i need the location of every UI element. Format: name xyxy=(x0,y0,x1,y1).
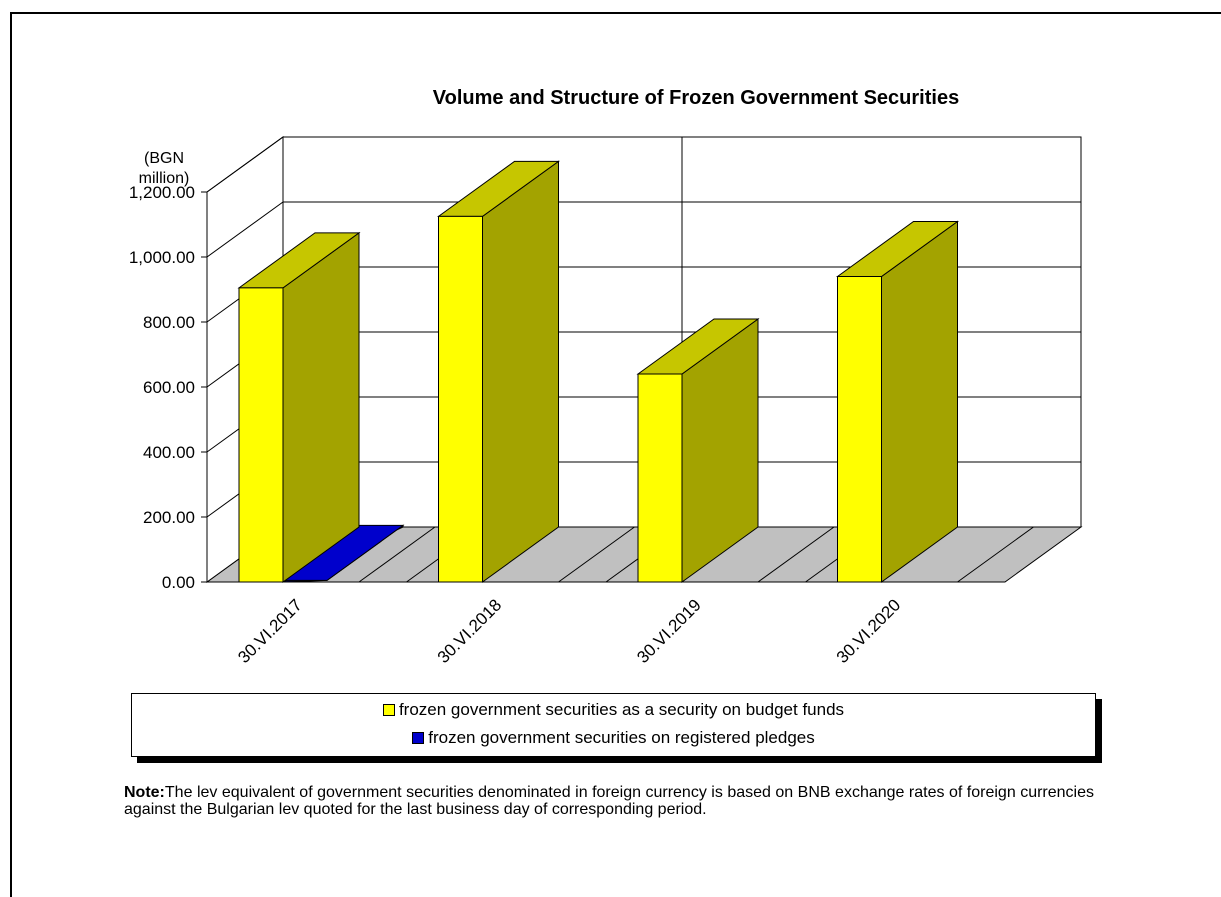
legend: frozen government securities as a securi… xyxy=(131,693,1096,757)
bar-series-1-side xyxy=(282,231,360,583)
y-tick-label: 1,000.00 xyxy=(129,248,195,267)
y-axis-label-line-2: million) xyxy=(139,170,190,187)
footnote-text: The lev equivalent of government securit… xyxy=(124,784,1094,818)
footnote: Note:The lev equivalent of government se… xyxy=(124,784,1094,818)
y-tick-label: 1,200.00 xyxy=(129,183,195,202)
legend-label-budget-funds: frozen government securities as a securi… xyxy=(398,700,845,719)
floor-slot-line xyxy=(757,526,835,583)
y-axis-label-line-1: (BGN xyxy=(144,150,184,167)
legend-swatch-blue xyxy=(412,732,425,744)
floor-slot-line xyxy=(558,526,635,583)
bar-series-1-side xyxy=(482,160,559,583)
floor-slot-line xyxy=(358,526,436,583)
y-tick-label: 0.00 xyxy=(162,573,195,592)
bar-series-1 xyxy=(837,276,882,583)
floor-slot-line xyxy=(957,526,1034,583)
gridline xyxy=(206,201,1081,258)
x-tick-label: 30.VI.2018 xyxy=(434,595,506,667)
chart-title: Volume and Structure of Frozen Governmen… xyxy=(433,87,959,109)
x-tick-label: 30.VI.2017 xyxy=(234,595,306,667)
y-tick-label: 200.00 xyxy=(143,508,195,527)
y-tick-label: 400.00 xyxy=(143,443,195,462)
x-tick-label: 30.VI.2019 xyxy=(633,595,705,667)
legend-label-registered-pledges: frozen government securities on register… xyxy=(428,728,815,747)
y-tick-label: 800.00 xyxy=(143,313,195,332)
footnote-label: Note: xyxy=(124,784,165,801)
bar-series-1-side xyxy=(881,220,958,583)
legend-swatch-yellow xyxy=(382,704,395,716)
legend-item-registered-pledges: frozen government securities on register… xyxy=(132,728,1095,748)
plot-area: 0.00 200.00 400.00 600.00 800.00 1,000.00 1,20… xyxy=(129,136,1083,667)
chart-canvas: Volume and Structure of Frozen Governmen… xyxy=(129,87,1083,667)
gridline xyxy=(206,136,1081,193)
legend-item-budget-funds: frozen government securities as a securi… xyxy=(132,700,1095,720)
y-tick-label: 600.00 xyxy=(143,378,195,397)
bar-series-1 xyxy=(438,215,483,583)
bar-series-1 xyxy=(637,373,683,583)
x-tick-label: 30.VI.2020 xyxy=(833,595,905,667)
bar-series-1 xyxy=(238,287,284,583)
chart-frame xyxy=(10,12,1221,897)
